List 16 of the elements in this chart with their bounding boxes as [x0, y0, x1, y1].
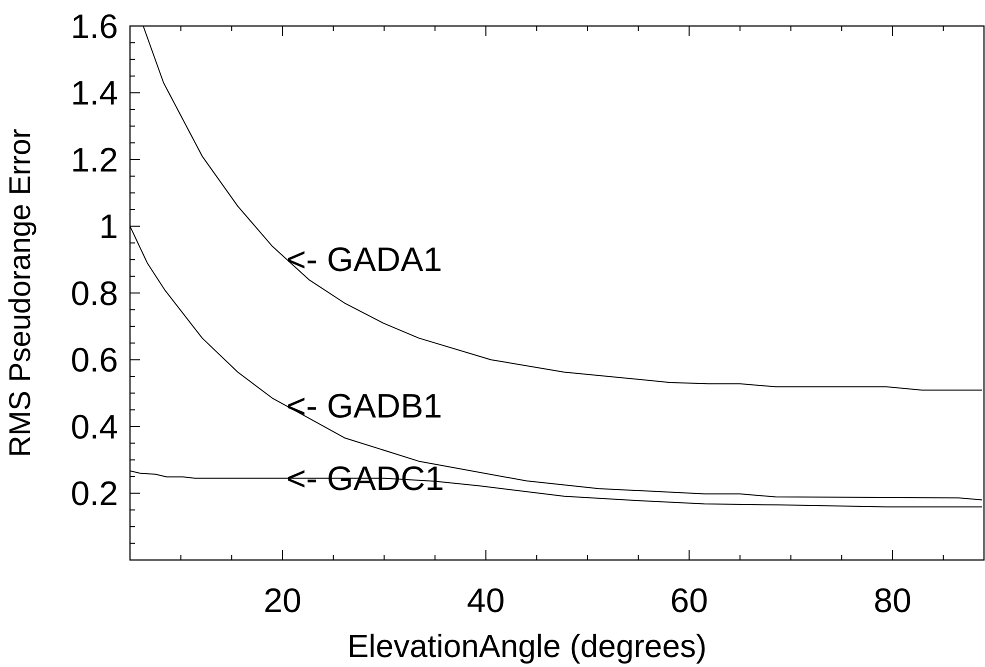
x-tick-label: 80	[874, 582, 912, 620]
y-tick-label: 0.2	[70, 475, 118, 514]
annotation: <- GADA1	[286, 240, 442, 279]
x-tick-label: 40	[466, 582, 505, 620]
x-axis-title: ElevationAngle (degrees)	[347, 628, 707, 664]
y-tick-label: 0.6	[70, 342, 118, 380]
y-axis-title: RMS Pseudorange Error	[4, 128, 37, 458]
y-tick-label: 1.2	[70, 141, 118, 180]
x-tick-label: 60	[670, 582, 708, 620]
x-tick-label: 20	[264, 582, 302, 620]
y-tick-label: 1.4	[70, 74, 118, 113]
y-tick-label: 0.4	[70, 408, 118, 446]
y-tick-label: 1	[99, 208, 118, 246]
y-tick-label: 1.6	[70, 8, 118, 46]
y-tick-label: 0.8	[70, 274, 118, 313]
annotation: <- GADB1	[286, 388, 442, 426]
